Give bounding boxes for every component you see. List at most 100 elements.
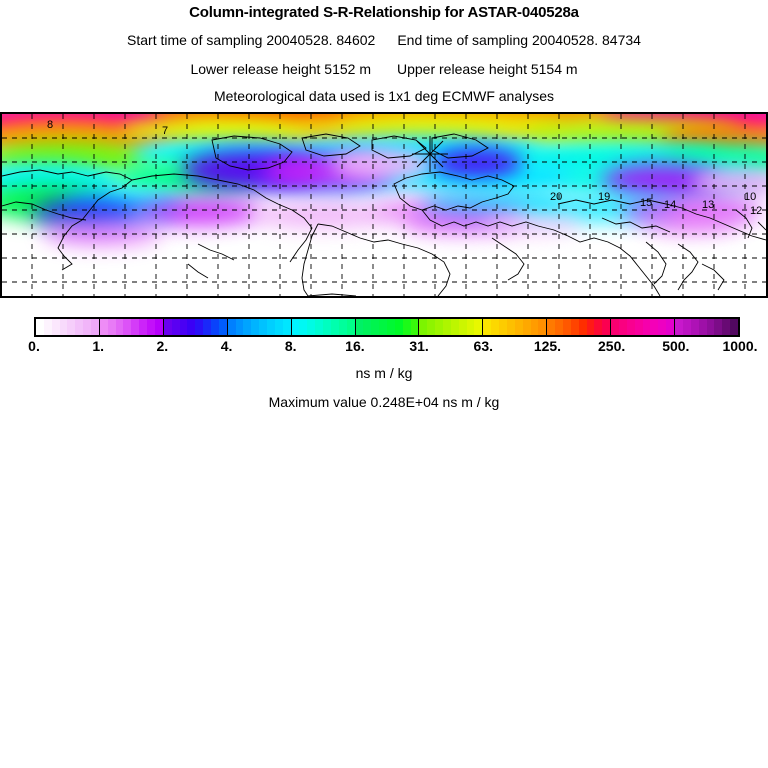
colorbar-shade-5-3 [379,319,387,335]
field-blob-36 [482,214,582,236]
colorbar-shade-10-3 [698,319,707,335]
colorbar-shade-0-1 [43,319,52,335]
colorbar-shade-9-1 [619,319,627,335]
colorbar-shade-2-0 [163,319,172,335]
colorbar-shade-4-6 [338,319,347,335]
colorbar-shade-8-7 [602,319,611,335]
field-blob-34 [42,218,162,246]
map-panel: 8 7 20 19 15 14 13 10 12 [0,112,768,298]
colorbar-shade-5-2 [371,319,380,335]
field-blob-24 [692,168,766,198]
colorbar-shade-8-1 [555,319,563,335]
colorbar-shade-5-1 [363,319,372,335]
colorbar-shade-6-5 [458,319,467,335]
colorbar-segment-8 [547,319,612,335]
colorbar-shade-1-3 [123,319,132,335]
colorbar-segment-0 [36,319,100,335]
colorbar-shade-5-0 [355,319,364,335]
trajectory-day-label-8: 12 [750,205,763,217]
colorbar-segment-2 [163,319,228,335]
colorbar-shade-8-5 [586,319,595,335]
colorbar-segment-6 [419,319,484,335]
colorbar-shade-4-1 [299,319,308,335]
colorbar-shade-1-4 [131,319,140,335]
colorbar-shade-6-2 [435,319,444,335]
colorbar-shade-10-1 [682,319,691,335]
colorbar-tick-7: 63. [473,338,493,354]
trajectory-day-label-4: 15 [640,197,653,209]
colorbar-shade-1-0 [99,319,108,335]
colorbar-shade-8-6 [594,319,603,335]
colorbar-tick-labels: 0. 1. 2. 4. 8. 16. 31. 63. 125. 250. 500. 1000. [0,339,768,357]
maximum-value-label: Maximum value 0.248E+04 ns m / kg [268,394,500,410]
colorbar-tick-2: 2. [156,338,169,354]
colorbar-shade-8-2 [562,319,571,335]
concentration-field [2,114,766,296]
colorbar-shade-0-2 [51,319,60,335]
trajectory-day-label-0: 8 [47,119,54,131]
colorbar-shade-6-0 [419,319,428,335]
colorbar-shade-6-4 [450,319,459,335]
colorbar-shade-2-1 [171,319,180,335]
colorbar-shade-0-3 [59,319,68,335]
colorbar-tick-8: 125. [533,338,562,354]
release-location-marker [412,136,448,172]
field-blob-28 [132,198,262,226]
colorbar-shade-5-5 [394,319,403,335]
colorbar-shade-9-5 [650,319,659,335]
colorbar-shade-1-5 [139,319,148,335]
colorbar-shade-6-1 [427,319,436,335]
colorbar-shade-7-4 [514,319,523,335]
trajectory-day-label-1: 7 [162,125,169,137]
colorbar-shade-10-6 [722,319,731,335]
colorbar-shade-5-7 [410,319,419,335]
colorbar-segment-3 [227,319,292,335]
colorbar-shade-6-3 [443,319,451,335]
colorbar-shade-0-4 [67,319,76,335]
colorbar-shade-3-7 [282,319,291,335]
field-blob-29 [252,202,392,228]
trajectory-day-label-2: 20 [550,191,563,203]
colorbar [34,317,740,337]
colorbar-tick-1: 1. [92,338,105,354]
end-time-text: End time of sampling 20040528. 84734 [397,32,641,48]
colorbar-segment-9 [611,319,676,335]
colorbar-shade-7-2 [499,319,507,335]
colorbar-shade-2-3 [187,319,196,335]
colorbar-shade-1-2 [115,319,124,335]
colorbar-shade-10-4 [706,319,715,335]
field-blob-37 [642,210,742,234]
meteorology-source-text: Meteorological data used is 1x1 deg ECMW… [213,88,555,104]
colorbar-shade-9-3 [634,319,643,335]
colorbar-tick-11: 1000. [722,338,758,354]
colorbar-segment-10 [675,319,738,335]
colorbar-shade-1-7 [154,319,163,335]
trajectory-day-label-7: 10 [744,191,757,203]
page-title: Column-integrated S-R-Relationship for A… [189,4,579,21]
colorbar-tick-9: 250. [598,338,626,354]
colorbar-shade-2-7 [218,319,227,335]
colorbar-shade-2-6 [210,319,219,335]
colorbar-shade-8-0 [547,319,556,335]
colorbar-shade-3-5 [267,319,275,335]
colorbar-shade-10-7 [730,319,738,335]
colorbar-shade-7-5 [522,319,531,335]
colorbar-segment-5 [355,319,420,335]
colorbar-tick-6: 31. [409,338,429,354]
colorbar-tick-3: 4. [220,338,233,354]
colorbar-shade-5-4 [386,319,395,335]
colorbar-shade-10-0 [675,319,683,335]
colorbar-shade-3-3 [251,319,260,335]
colorbar-shade-1-1 [107,319,116,335]
colorbar-shade-3-6 [274,319,283,335]
colorbar-shade-8-4 [578,319,587,335]
colorbar-shade-7-0 [483,319,492,335]
colorbar-shade-5-6 [402,319,411,335]
start-time-text: Start time of sampling 20040528. 84602 [127,32,376,48]
colorbar-shade-0-7 [91,319,99,335]
colorbar-shade-7-3 [506,319,515,335]
upper-release-height-text: Upper release height 5154 m [397,61,578,77]
colorbar-shade-1-6 [147,319,155,335]
colorbar-shade-6-6 [466,319,475,335]
colorbar-shade-4-4 [323,319,331,335]
